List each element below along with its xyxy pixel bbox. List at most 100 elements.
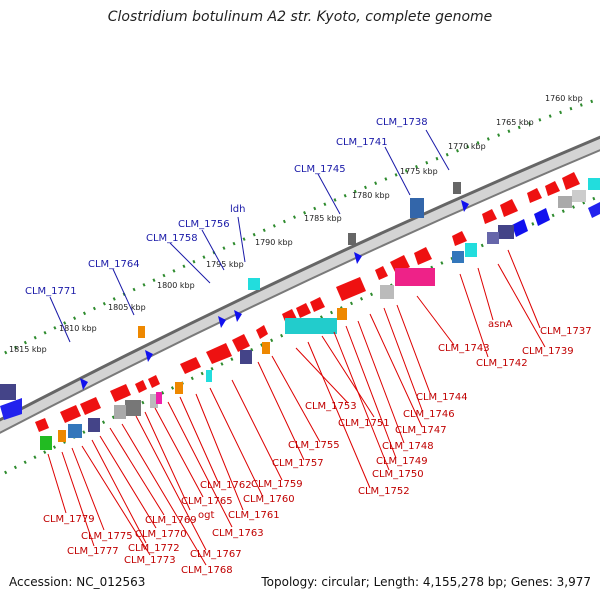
gene-feature <box>453 182 461 194</box>
gene-label: CLM_1738 <box>376 117 428 128</box>
gene-feature <box>588 202 600 218</box>
gene-label: CLM_1779 <box>43 514 95 525</box>
gene-label: CLM_1763 <box>212 528 264 539</box>
gene-feature <box>414 247 432 265</box>
gene-label: CLM_1760 <box>243 494 295 505</box>
gene-feature <box>545 181 560 196</box>
gene-feature <box>534 208 550 226</box>
figure-title: Clostridium botulinum A2 str. Kyoto, com… <box>107 9 493 25</box>
gene-feature <box>68 424 82 438</box>
gene-feature <box>150 394 158 408</box>
gene-feature <box>0 384 16 400</box>
gene-label: CLM_1773 <box>124 555 176 566</box>
gene-feature <box>354 252 362 264</box>
gene-feature <box>218 316 226 328</box>
gene-feature <box>60 405 81 423</box>
gene-feature <box>562 172 580 190</box>
gene-feature <box>348 233 356 245</box>
gene-feature <box>452 231 467 246</box>
gene-label: CLM_1765 <box>181 496 233 507</box>
gene-feature <box>232 334 250 352</box>
gene-feature <box>125 400 141 416</box>
gene-label: asnA <box>488 319 513 330</box>
gene-label: ogt <box>198 510 214 521</box>
genome-backbone <box>0 135 600 434</box>
gene-feature <box>180 357 201 374</box>
gene-feature <box>482 209 497 224</box>
scale-label: 1815 kbp <box>9 345 47 354</box>
gene-feature <box>156 392 162 404</box>
gene-feature <box>145 350 153 362</box>
gene-label: CLM_1756 <box>178 219 230 230</box>
gene-label: CLM_1772 <box>128 543 180 554</box>
gene-feature <box>35 418 49 432</box>
gene-label: CLM_1767 <box>190 549 242 560</box>
upper-gene-labels: CLM_1738 CLM_1741 CLM_1745 ldh CLM_1756 … <box>25 117 428 297</box>
gene-feature <box>395 268 435 286</box>
gene-label: ldh <box>230 204 245 215</box>
gene-label: CLM_1777 <box>67 546 119 557</box>
scale-label: 1780 kbp <box>352 191 390 200</box>
gene-label: CLM_1759 <box>251 479 303 490</box>
gene-feature <box>465 243 477 257</box>
scale-label: 1760 kbp <box>545 94 583 103</box>
gene-feature <box>206 370 212 382</box>
scale-label: 1805 kbp <box>108 303 146 312</box>
gene-label: CLM_1753 <box>305 401 357 412</box>
gene-feature <box>234 310 242 322</box>
gene-label: CLM_1752 <box>358 486 410 497</box>
gene-label: CLM_1751 <box>338 418 390 429</box>
gene-feature <box>380 285 394 299</box>
scale-label: 1765 kbp <box>496 118 534 127</box>
gene-label: CLM_1741 <box>336 137 388 148</box>
gene-label: CLM_1762 <box>200 480 252 491</box>
gene-feature <box>527 188 542 203</box>
gene-label: CLM_1771 <box>25 286 77 297</box>
gene-feature <box>410 198 424 218</box>
gene-feature <box>206 343 232 364</box>
scale-labels: 1760 kbp 1765 kbp 1770 kbp 1775 kbp 1780… <box>9 94 583 354</box>
gene-feature <box>256 325 268 339</box>
gene-feature <box>175 382 183 394</box>
reverse-strand-genes <box>0 182 600 450</box>
gene-feature <box>336 277 366 301</box>
gene-feature <box>58 430 66 442</box>
scale-label: 1770 kbp <box>448 142 486 151</box>
gene-label: CLM_1758 <box>146 233 198 244</box>
gene-label: CLM_1748 <box>382 441 434 452</box>
gene-label: CLM_1743 <box>438 343 490 354</box>
gene-feature <box>135 380 147 393</box>
topology-text: Topology: circular; Length: 4,155,278 bp… <box>261 575 591 589</box>
gene-feature <box>110 384 131 402</box>
lower-leader-lines <box>47 249 546 566</box>
gene-feature <box>375 266 388 280</box>
gene-feature <box>40 436 52 450</box>
gene-label: CLM_1745 <box>294 164 346 175</box>
gene-label: CLM_1749 <box>376 456 428 467</box>
gene-feature <box>558 196 572 208</box>
gene-feature <box>262 342 270 354</box>
gene-label: CLM_1775 <box>81 531 133 542</box>
gene-feature <box>498 225 514 239</box>
gene-feature <box>461 200 469 212</box>
gene-feature <box>452 251 464 263</box>
gene-feature <box>114 405 126 419</box>
gene-feature <box>138 326 145 338</box>
scale-label: 1795 kbp <box>206 260 244 269</box>
gene-feature <box>248 278 260 290</box>
lower-gene-labels: CLM_1737 CLM_1739 asnA CLM_1742 CLM_1743… <box>43 319 592 576</box>
gene-feature <box>588 178 600 190</box>
gene-label: CLM_1770 <box>135 529 187 540</box>
gene-label: CLM_1755 <box>288 440 340 451</box>
gene-feature <box>148 375 160 388</box>
gene-feature <box>310 297 325 312</box>
gene-label: CLM_1769 <box>145 515 197 526</box>
scale-label: 1775 kbp <box>400 167 438 176</box>
accession-text: Accession: NC_012563 <box>9 575 146 589</box>
gene-feature <box>487 232 499 244</box>
gene-feature <box>337 308 347 320</box>
gene-label: CLM_1750 <box>372 469 424 480</box>
gene-label: CLM_1757 <box>272 458 324 469</box>
upper-leader-lines <box>49 129 450 343</box>
gene-feature <box>240 350 252 364</box>
